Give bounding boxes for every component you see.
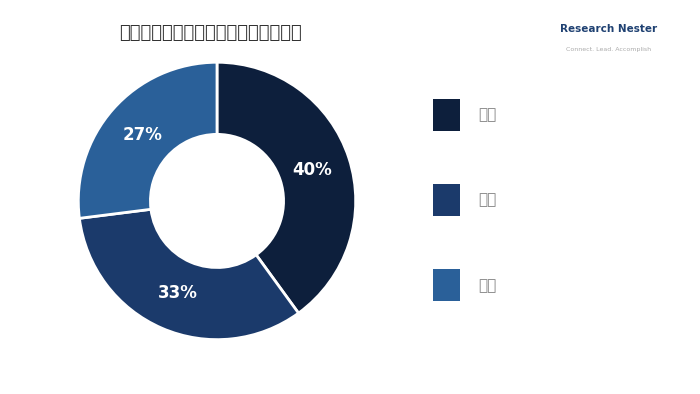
Text: 27%: 27% xyxy=(122,126,162,144)
Text: 40%: 40% xyxy=(292,161,332,179)
Text: 33%: 33% xyxy=(158,284,197,301)
FancyBboxPatch shape xyxy=(433,99,460,131)
Wedge shape xyxy=(78,62,217,218)
Wedge shape xyxy=(217,62,356,313)
Text: 電池: 電池 xyxy=(479,278,497,293)
Text: 製薬: 製薬 xyxy=(479,193,497,208)
Text: Connect. Lead. Accomplish: Connect. Lead. Accomplish xyxy=(566,47,652,52)
FancyBboxPatch shape xyxy=(433,269,460,301)
Text: 炭酸ジメチル市場ーグレード別の分類: 炭酸ジメチル市場ーグレード別の分類 xyxy=(118,24,302,42)
Text: Research Nester: Research Nester xyxy=(561,24,657,33)
Wedge shape xyxy=(79,209,298,340)
Text: 産業: 産業 xyxy=(479,108,497,123)
FancyBboxPatch shape xyxy=(433,184,460,216)
